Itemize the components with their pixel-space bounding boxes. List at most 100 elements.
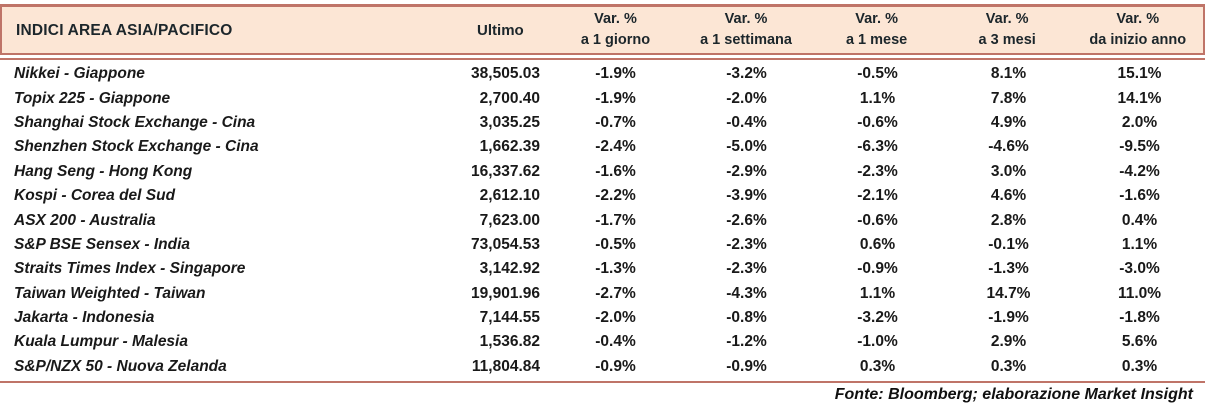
var-1m-cell: 0.3%: [859, 357, 896, 375]
var-1m-cell: -0.6%: [857, 211, 898, 229]
header-var-label: Var. %: [985, 11, 1029, 27]
var-3m-cell: 7.8%: [990, 89, 1027, 107]
var-1d-cell: -0.5%: [595, 235, 636, 253]
table-row: Straits Times Index - Singapore 3,142.92 -…: [0, 257, 1205, 281]
var-1w-cell: -3.9%: [726, 187, 767, 205]
index-name-cell: Shanghai Stock Exchange - Cina: [14, 113, 256, 131]
ultimo-value-cell: 1,662.39: [479, 138, 540, 156]
var-1w-cell: -0.8%: [726, 309, 767, 327]
var-3m-cell: 4.6%: [990, 187, 1027, 205]
var-ytd-cell: 14.1%: [1117, 89, 1162, 107]
table-row: ASX 200 - Australia 7,623.00 -1.7% -2.6% -0.…: [0, 208, 1205, 232]
var-1w-cell: -0.9%: [726, 357, 767, 375]
var-1w-cell: -5.0%: [726, 138, 767, 156]
index-name-cell: Straits Times Index - Singapore: [14, 260, 246, 278]
asia-pacific-indices-table: INDICI AREA ASIA/PACIFICO Ultimo Var. % …: [0, 4, 1205, 404]
var-1m-cell: 0.6%: [859, 235, 896, 253]
var-3m-cell: 0.3%: [990, 357, 1027, 375]
var-3m-cell: 3.0%: [990, 162, 1027, 180]
var-ytd-cell: -1.8%: [1119, 309, 1160, 327]
var-1w-cell: -2.0%: [726, 89, 767, 107]
var-ytd-cell: -1.6%: [1119, 187, 1160, 205]
table-row: Shenzhen Stock Exchange - Cina 1,662.39 -2…: [0, 135, 1205, 159]
table-row: Kospi - Corea del Sud 2,612.10 -2.2% -3.9% -…: [0, 184, 1205, 208]
source-note: Fonte: Bloomberg; elaborazione Market In…: [834, 386, 1193, 404]
table-row: Shanghai Stock Exchange - Cina 3,035.25 -0…: [0, 111, 1205, 135]
index-name-cell: Topix 225 - Giappone: [14, 89, 171, 107]
index-name-cell: Shenzhen Stock Exchange - Cina: [14, 138, 259, 156]
table-row: S&P/NZX 50 - Nuova Zelanda 11,804.84 -0.9%…: [0, 355, 1205, 379]
ultimo-value-cell: 11,804.84: [471, 357, 540, 375]
index-name-cell: Jakarta - Indonesia: [14, 309, 155, 327]
ultimo-value-cell: 38,505.03: [471, 65, 540, 83]
var-3m-cell: 14.7%: [986, 284, 1031, 302]
header-col-var-3m: Var. % a 3 mesi: [942, 9, 1073, 51]
ultimo-value-cell: 7,144.55: [479, 309, 540, 327]
header-col-var-ytd: Var. % da inizio anno: [1072, 9, 1203, 51]
var-1d-cell: -0.9%: [595, 357, 636, 375]
var-1d-cell: -2.2%: [595, 187, 636, 205]
ultimo-value-cell: 16,337.62: [471, 162, 540, 180]
var-1m-cell: 1.1%: [859, 284, 896, 302]
var-1w-cell: -2.3%: [726, 260, 767, 278]
index-name-cell: Kuala Lumpur - Malesia: [14, 333, 188, 351]
var-3m-cell: -4.6%: [988, 138, 1029, 156]
var-1d-cell: -1.9%: [595, 65, 636, 83]
var-ytd-cell: -9.5%: [1119, 138, 1160, 156]
var-1w-cell: -2.9%: [726, 162, 767, 180]
header-var-period: a 3 mesi: [978, 32, 1036, 48]
ultimo-value-cell: 2,700.40: [479, 89, 540, 107]
index-name-cell: ASX 200 - Australia: [14, 211, 156, 229]
header-var-period: a 1 mese: [845, 32, 908, 48]
index-name-cell: Hang Seng - Hong Kong: [14, 162, 193, 180]
header-col-var-1m: Var. % a 1 mese: [811, 9, 942, 51]
var-1m-cell: -0.9%: [857, 260, 898, 278]
var-1d-cell: -1.7%: [595, 211, 636, 229]
var-1m-cell: -1.0%: [857, 333, 898, 351]
ultimo-value-cell: 2,612.10: [479, 187, 540, 205]
ultimo-value-cell: 19,901.96: [471, 284, 540, 302]
var-1d-cell: -0.4%: [595, 333, 636, 351]
var-1m-cell: -2.1%: [857, 187, 898, 205]
table-row: Nikkei - Giappone 38,505.03 -1.9% -3.2% -0.5…: [0, 62, 1205, 86]
var-1m-cell: -6.3%: [857, 138, 898, 156]
header-col-var-1w: Var. % a 1 settimana: [681, 9, 812, 51]
ultimo-value-cell: 73,054.53: [471, 235, 540, 253]
var-1w-cell: -2.3%: [726, 235, 767, 253]
var-ytd-cell: -3.0%: [1119, 260, 1160, 278]
table-body: Nikkei - Giappone 38,505.03 -1.9% -3.2% -0.5…: [0, 60, 1205, 384]
var-1w-cell: -4.3%: [726, 284, 767, 302]
table-row: Kuala Lumpur - Malesia 1,536.82 -0.4% -1.2%…: [0, 330, 1205, 354]
table-row: Topix 225 - Giappone 2,700.40 -1.9% -2.0% 1.…: [0, 86, 1205, 110]
ultimo-value-cell: 3,142.92: [479, 260, 540, 278]
var-1m-cell: -3.2%: [857, 309, 898, 327]
index-name-cell: S&P BSE Sensex - India: [14, 235, 191, 253]
ultimo-value-cell: 3,035.25: [479, 113, 540, 131]
var-1w-cell: -3.2%: [726, 65, 767, 83]
var-ytd-cell: 11.0%: [1117, 284, 1162, 302]
ultimo-value-cell: 1,536.82: [479, 333, 540, 351]
table-row: Taiwan Weighted - Taiwan 19,901.96 -2.7% -4…: [0, 282, 1205, 306]
var-3m-cell: 2.9%: [990, 333, 1027, 351]
var-ytd-cell: 15.1%: [1117, 65, 1162, 83]
var-1d-cell: -2.0%: [595, 309, 636, 327]
var-3m-cell: 2.8%: [990, 211, 1027, 229]
header-col-indices: INDICI AREA ASIA/PACIFICO: [16, 21, 233, 39]
var-ytd-cell: 1.1%: [1121, 235, 1158, 253]
var-1w-cell: -0.4%: [726, 113, 767, 131]
header-var-period: a 1 settimana: [700, 32, 792, 48]
var-1m-cell: -0.5%: [857, 65, 898, 83]
var-1m-cell: 1.1%: [859, 89, 896, 107]
var-ytd-cell: 0.4%: [1121, 211, 1158, 229]
table-row: Jakarta - Indonesia 7,144.55 -2.0% -0.8% -3.…: [0, 306, 1205, 330]
var-ytd-cell: 2.0%: [1121, 113, 1158, 131]
var-1w-cell: -1.2%: [726, 333, 767, 351]
var-3m-cell: 4.9%: [990, 113, 1027, 131]
var-ytd-cell: 0.3%: [1121, 357, 1158, 375]
header-col-var-1d: Var. % a 1 giorno: [550, 9, 681, 51]
table-header-row: INDICI AREA ASIA/PACIFICO Ultimo Var. % …: [0, 4, 1205, 53]
var-1d-cell: -1.6%: [595, 162, 636, 180]
var-1d-cell: -1.3%: [595, 260, 636, 278]
index-name-cell: Taiwan Weighted - Taiwan: [14, 284, 206, 302]
